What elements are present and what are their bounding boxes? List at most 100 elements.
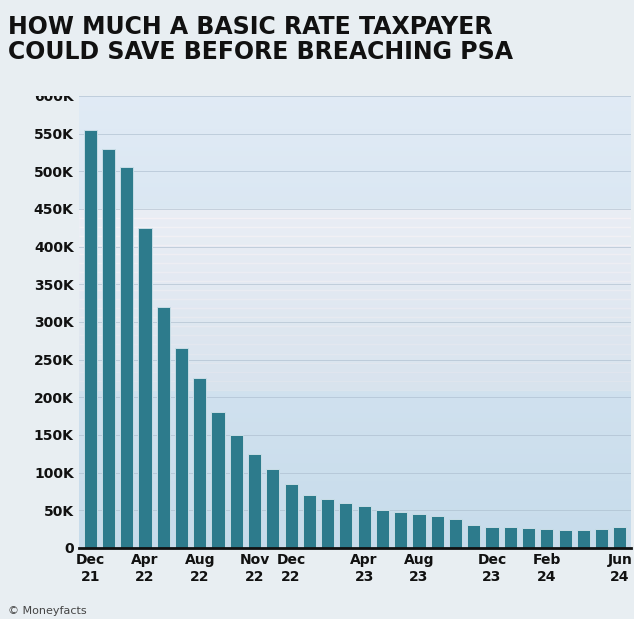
Bar [79, 489, 631, 493]
Bar [79, 155, 631, 159]
Bar [248, 454, 261, 548]
Bar [394, 512, 407, 548]
Bar [79, 249, 631, 254]
Bar [79, 277, 631, 281]
Bar [79, 371, 631, 376]
Bar [79, 196, 631, 200]
Bar [102, 149, 115, 548]
Bar [79, 313, 631, 318]
Bar [79, 245, 631, 249]
Bar [79, 218, 631, 222]
Bar [266, 469, 280, 548]
Bar [79, 272, 631, 281]
Bar [79, 299, 631, 304]
Bar [84, 130, 97, 548]
Bar [79, 353, 631, 358]
Bar [79, 430, 631, 435]
Bar [79, 286, 631, 290]
Bar [285, 484, 298, 548]
Bar [449, 519, 462, 548]
Bar [79, 96, 631, 100]
Bar [358, 506, 371, 548]
Bar [79, 254, 631, 263]
Bar [430, 516, 444, 548]
Bar [79, 204, 631, 209]
Bar [79, 480, 631, 485]
Bar [79, 295, 631, 300]
Bar [79, 385, 631, 390]
Bar [303, 495, 316, 548]
Bar [79, 259, 631, 263]
Bar [79, 281, 631, 290]
Bar [467, 525, 481, 548]
Bar [79, 363, 631, 371]
Bar [79, 281, 631, 286]
Bar [79, 543, 631, 548]
Bar [79, 422, 631, 426]
Bar [321, 499, 334, 548]
Bar [79, 290, 631, 295]
Bar [79, 335, 631, 344]
Bar [79, 150, 631, 155]
Bar [79, 222, 631, 227]
Bar [79, 417, 631, 422]
Bar [79, 318, 631, 322]
Bar [79, 399, 631, 403]
Bar [79, 141, 631, 145]
Bar [230, 435, 243, 548]
Bar [79, 163, 631, 168]
Bar [79, 105, 631, 110]
Bar [79, 177, 631, 182]
Bar [79, 498, 631, 503]
Bar [79, 209, 631, 214]
Bar [613, 527, 626, 548]
Bar [79, 236, 631, 241]
Bar [79, 507, 631, 512]
Bar [79, 371, 631, 381]
Bar [79, 168, 631, 173]
Bar [376, 510, 389, 548]
Bar [339, 503, 353, 548]
Bar [79, 381, 631, 385]
Bar [79, 100, 631, 105]
Bar [79, 358, 631, 363]
Bar [79, 539, 631, 543]
Bar [79, 173, 631, 177]
Bar [79, 322, 631, 326]
Bar [79, 308, 631, 313]
Text: HOW MUCH A BASIC RATE TAXPAYER
COULD SAVE BEFORE BREACHING PSA: HOW MUCH A BASIC RATE TAXPAYER COULD SAV… [8, 15, 513, 64]
Bar [595, 529, 608, 548]
Bar [79, 267, 631, 272]
Bar [79, 381, 631, 390]
Bar [559, 530, 572, 548]
Bar [79, 435, 631, 439]
Bar [79, 123, 631, 128]
Bar [79, 530, 631, 534]
Bar [79, 344, 631, 353]
Bar [79, 363, 631, 367]
Bar [79, 214, 631, 218]
Bar [79, 525, 631, 530]
Bar [540, 529, 553, 548]
Bar [79, 227, 631, 236]
Bar [79, 521, 631, 525]
Bar [79, 218, 631, 227]
Bar [79, 110, 631, 114]
Bar [79, 272, 631, 277]
Bar [193, 378, 207, 548]
Bar [79, 475, 631, 480]
Bar [79, 128, 631, 132]
Bar [79, 304, 631, 308]
Bar [79, 444, 631, 448]
Bar [79, 290, 631, 300]
Bar [486, 527, 498, 548]
Bar [79, 159, 631, 164]
Bar [79, 241, 631, 245]
Bar [79, 119, 631, 123]
Bar [79, 318, 631, 326]
Bar [522, 528, 535, 548]
Bar [79, 448, 631, 453]
Bar [79, 534, 631, 539]
Bar [79, 503, 631, 507]
Bar [79, 227, 631, 232]
